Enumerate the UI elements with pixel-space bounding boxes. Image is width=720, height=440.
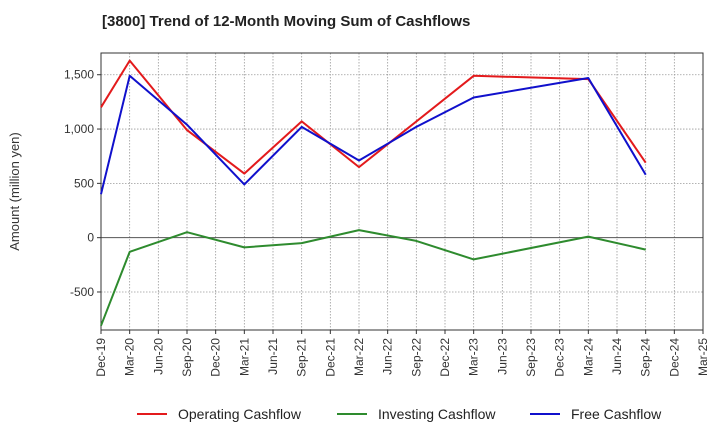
x-tick-label: Sep-20	[180, 338, 194, 377]
x-tick-label: Jun-21	[266, 338, 280, 375]
plot-frame	[100, 52, 704, 331]
y-tick-label: 0	[87, 231, 94, 245]
x-tick-label: Mar-23	[467, 338, 481, 376]
grid-layer	[101, 53, 703, 330]
x-tick-label: Sep-23	[524, 338, 538, 377]
x-tick-label: Jun-20	[151, 338, 165, 375]
x-tick-label: Sep-22	[409, 338, 423, 377]
x-tick-label: Mar-21	[237, 338, 251, 376]
legend-label-investing-cashflow: Investing Cashflow	[378, 406, 496, 422]
x-tick-label: Jun-23	[495, 338, 509, 375]
x-tick-label: Mar-22	[352, 338, 366, 376]
x-tick-label: Jun-24	[610, 338, 624, 375]
legend-label-free-cashflow: Free Cashflow	[571, 406, 662, 422]
series-layer	[100, 59, 647, 327]
y-tick-label: -500	[70, 285, 94, 299]
x-tick-label: Dec-19	[94, 338, 108, 377]
x-tick-label: Dec-20	[209, 338, 223, 377]
x-tick-label: Mar-20	[123, 338, 137, 376]
x-tick-label: Dec-23	[553, 338, 567, 377]
x-tick-label: Jun-22	[381, 338, 395, 375]
x-tick-label: Sep-21	[295, 338, 309, 377]
series-line-free-cashflow	[100, 74, 647, 195]
series-line-investing-cashflow	[100, 229, 646, 327]
x-tick-label: Dec-22	[438, 338, 452, 377]
series-line-operating-cashflow	[100, 59, 647, 175]
label-layer: -500 0 500 1,000 1,500 Dec-19 Mar-20 Jun-20 Sep-…	[7, 68, 710, 377]
chart-title: [3800] Trend of 12-Month Moving Sum of C…	[102, 13, 471, 30]
x-tick-label: Dec-21	[323, 338, 337, 377]
legend-label-operating-cashflow: Operating Cashflow	[178, 406, 302, 422]
y-axis-label: Amount (million yen)	[7, 132, 22, 251]
y-tick-label: 1,500	[64, 68, 94, 82]
y-tick-label: 1,000	[64, 122, 94, 136]
x-tick-label: Mar-25	[696, 338, 710, 376]
x-tick-label: Sep-24	[639, 338, 653, 377]
y-tick-label: 500	[74, 176, 94, 190]
x-tick-label: Dec-24	[667, 338, 681, 377]
legend: Operating Cashflow Investing Cashflow Free…	[137, 406, 662, 422]
x-tick-label: Mar-24	[581, 338, 595, 376]
